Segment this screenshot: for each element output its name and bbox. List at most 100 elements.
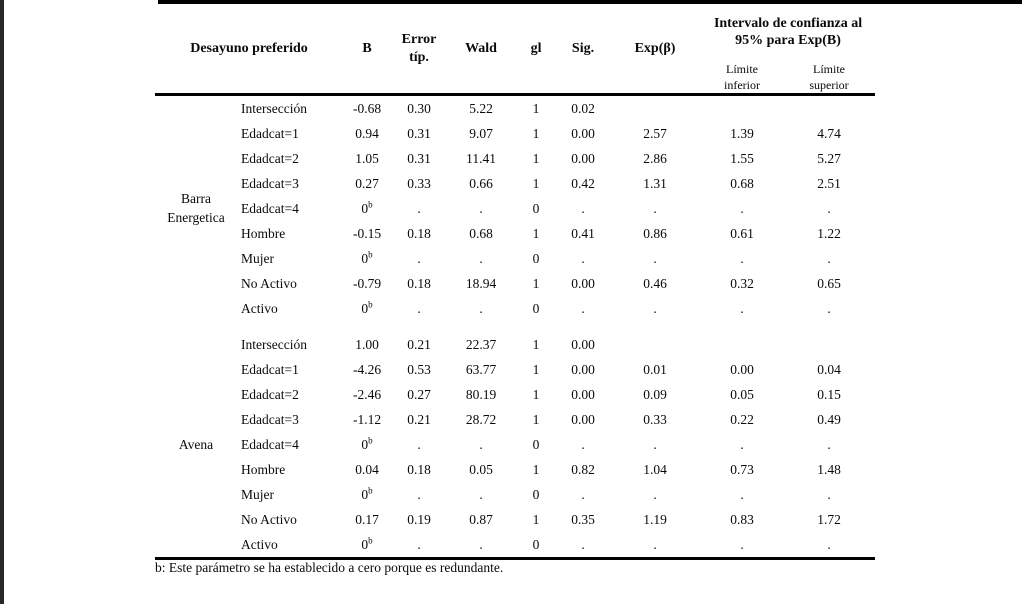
table-row: Activo 0b.. 0....: [155, 532, 875, 559]
value-cell: .: [827, 301, 831, 317]
value-cell: 2.57: [643, 126, 667, 142]
value-cell: 1: [532, 387, 540, 403]
value-cell: 1: [532, 151, 540, 167]
table-top-border: [158, 0, 1022, 4]
table-row: Hombre -0.15 0.18 0.68 1 0.41 0.86 0.61 1.22: [155, 221, 875, 246]
value-cell: 0: [532, 437, 540, 453]
value-cell: 0.00: [571, 151, 595, 167]
table-row: Edadcat=2 -2.46 0.27 80.19 1 0.00 0.09 0.05 0.15: [155, 382, 875, 407]
value-cell: 0.42: [571, 176, 595, 192]
value-cell: -0.68: [352, 101, 382, 117]
value-cell: -4.26: [352, 362, 382, 378]
value-cell: 2.51: [817, 176, 841, 192]
value-cell: 0.53: [407, 362, 431, 378]
parameter-label: Edadcat=2: [241, 387, 299, 403]
value-cell: 0b: [361, 199, 373, 217]
value-cell: .: [740, 201, 744, 217]
value-cell: .: [417, 201, 421, 217]
table-row: No Activo 0.17 0.19 0.87 1 0.35 1.19 0.83 1.72: [155, 507, 875, 532]
value-cell: [783, 95, 875, 122]
value-cell: .: [479, 201, 483, 217]
value-cell: .: [827, 201, 831, 217]
value-cell: 63.77: [465, 362, 497, 378]
value-cell: .: [653, 251, 657, 267]
value-cell: 1: [532, 126, 540, 142]
parameter-label: Hombre: [241, 226, 286, 242]
value-cell: 0.94: [355, 126, 379, 142]
value-cell: .: [653, 537, 657, 553]
value-cell: 0.04: [355, 462, 379, 478]
table-row: Edadcat=4 0b.. 0....: [155, 432, 875, 457]
parameter-label: Edadcat=1: [241, 126, 299, 142]
value-cell: .: [740, 537, 744, 553]
table-row: Edadcat=1 0.94 0.31 9.07 1 0.00 2.57 1.39 4.74: [155, 121, 875, 146]
value-cell: .: [581, 251, 585, 267]
value-cell: -1.12: [352, 412, 382, 428]
table-row: Barra Energetica Intersección -0.68 0.30 5.22…: [155, 95, 875, 225]
value-cell: 0.35: [571, 512, 595, 528]
header-error-tip: Error típ.: [401, 32, 437, 65]
value-cell: 1.05: [355, 151, 379, 167]
value-cell: -0.79: [352, 276, 382, 292]
value-cell: .: [653, 301, 657, 317]
value-cell: 0.33: [643, 412, 667, 428]
table-body: Barra Energetica Intersección -0.68 0.30 5.22…: [155, 95, 876, 559]
value-cell: 0.05: [730, 387, 754, 403]
value-cell: 0.68: [730, 176, 754, 192]
parameter-label: Edadcat=1: [241, 362, 299, 378]
value-cell: 0.49: [817, 412, 841, 428]
parameter-label: Mujer: [241, 487, 274, 503]
table-row: Edadcat=1 -4.26 0.53 63.77 1 0.00 0.01 0.00 0.04: [155, 357, 875, 382]
value-cell: 1: [532, 337, 540, 353]
value-cell: 0.31: [407, 126, 431, 142]
value-cell: 1: [532, 412, 540, 428]
parameter-label: Edadcat=3: [241, 176, 299, 192]
table-row: Edadcat=3 0.27 0.33 0.66 1 0.42 1.31 0.68 2.51: [155, 171, 875, 196]
value-cell: .: [479, 537, 483, 553]
header-sig: Sig.: [571, 40, 595, 56]
value-cell: 0: [532, 201, 540, 217]
value-cell: .: [479, 487, 483, 503]
header-wald: Wald: [465, 40, 497, 56]
value-cell: 1.31: [643, 176, 667, 192]
value-cell: 4.74: [817, 126, 841, 142]
value-cell: 5.22: [469, 101, 493, 117]
value-cell: .: [827, 437, 831, 453]
value-cell: 28.72: [465, 412, 497, 428]
value-cell: 0.61: [730, 226, 754, 242]
value-cell: 11.41: [466, 151, 496, 167]
value-cell: 0.86: [643, 226, 667, 242]
table-row: No Activo -0.79 0.18 18.94 1 0.00 0.46 0.32 0.65: [155, 271, 875, 296]
value-cell: 1.48: [817, 462, 841, 478]
table-row: Edadcat=2 1.05 0.31 11.41 1 0.00 2.86 1.55 5.27: [155, 146, 875, 171]
parameter-label: No Activo: [241, 512, 297, 528]
value-cell: 0.46: [643, 276, 667, 292]
value-cell: 0.27: [355, 176, 379, 192]
value-cell: .: [581, 537, 585, 553]
parameter-label: Edadcat=4: [241, 201, 299, 217]
regression-table: Desayuno preferido B Error típ. Wald gl …: [155, 4, 876, 560]
value-cell: 1: [532, 276, 540, 292]
value-cell: 0.18: [407, 226, 431, 242]
value-cell: 0.00: [571, 337, 595, 353]
header-desayuno-preferido: Desayuno preferido: [190, 40, 308, 56]
value-cell: .: [740, 301, 744, 317]
value-cell: [609, 95, 701, 122]
value-cell: 0.01: [643, 362, 667, 378]
value-cell: 0.21: [407, 412, 431, 428]
value-cell: .: [417, 437, 421, 453]
value-cell: .: [740, 251, 744, 267]
value-cell: 0.00: [571, 387, 595, 403]
value-cell: 1: [532, 176, 540, 192]
value-cell: 0.33: [407, 176, 431, 192]
value-cell: .: [417, 487, 421, 503]
parameter-label: Edadcat=3: [241, 412, 299, 428]
group-label: Barra Energetica: [167, 191, 225, 225]
value-cell: 0: [532, 537, 540, 553]
header-b: B: [362, 40, 372, 56]
value-cell: .: [479, 437, 483, 453]
value-cell: 0: [532, 251, 540, 267]
page-left-edge: [0, 0, 4, 604]
value-cell: 0.30: [407, 101, 431, 117]
